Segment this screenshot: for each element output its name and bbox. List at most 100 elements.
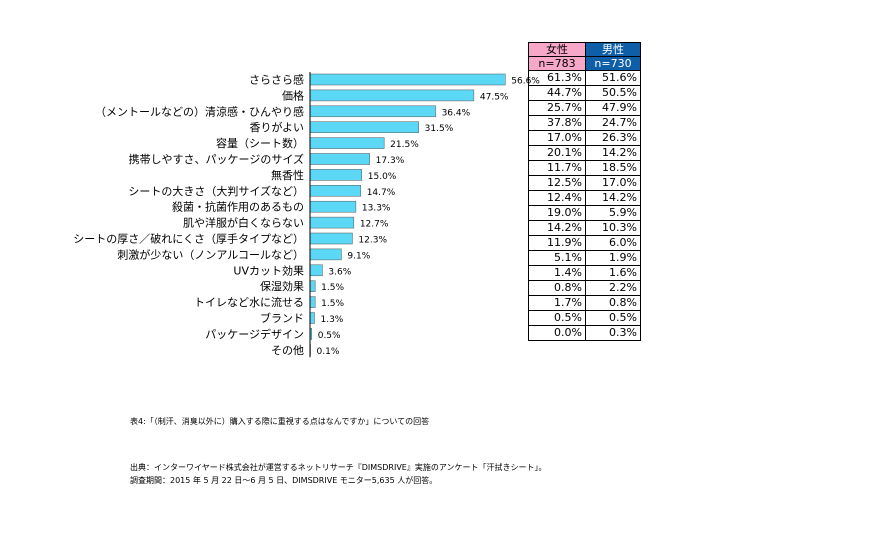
women-value: 37.8%	[528, 115, 586, 131]
table-row: 11.7% 18.5%	[528, 160, 641, 176]
value-label: 0.1%	[317, 347, 340, 357]
men-value: 6.0%	[585, 235, 641, 251]
value-label: 9.1%	[347, 251, 370, 261]
men-value: 47.9%	[585, 100, 641, 116]
men-value: 1.6%	[585, 265, 641, 281]
women-value: 11.7%	[528, 160, 586, 176]
value-label: 12.7%	[360, 220, 389, 230]
value-label: 12.3%	[358, 236, 387, 246]
category-label: 刺激が少ない（ノンアルコールなど）	[117, 247, 304, 261]
men-n: n=730	[585, 56, 641, 71]
women-value: 5.1%	[528, 250, 586, 266]
women-value: 11.9%	[528, 235, 586, 251]
women-value: 19.0%	[528, 205, 586, 221]
men-value: 17.0%	[585, 175, 641, 191]
women-value: 25.7%	[528, 100, 586, 116]
women-n: n=783	[528, 56, 586, 71]
women-value: 0.5%	[528, 310, 586, 326]
value-label: 47.5%	[480, 92, 509, 102]
category-label: 容量（シート数）	[216, 136, 304, 150]
men-value: 26.3%	[585, 130, 641, 146]
bar	[309, 185, 361, 197]
men-value: 0.3%	[585, 325, 641, 341]
value-label: 21.5%	[390, 140, 419, 150]
bar	[309, 216, 355, 229]
table-row: 12.4% 14.2%	[528, 190, 641, 206]
category-label: ブランド	[260, 311, 304, 325]
women-value: 20.1%	[528, 145, 586, 161]
bar	[309, 280, 316, 292]
value-label: 1.3%	[320, 315, 343, 325]
table-body: 61.3% 51.6% 44.7% 50.5% 25.7% 47.9% 37.8% 24.7%…	[528, 70, 641, 341]
value-label: 15.0%	[368, 172, 397, 182]
value-label: 36.4%	[442, 108, 471, 118]
men-value: 18.5%	[585, 160, 641, 176]
category-label: シートの大きさ（大判サイズなど）	[128, 184, 304, 198]
women-value: 0.8%	[528, 280, 586, 296]
category-label: UVカット効果	[233, 263, 304, 277]
table-row: 1.4% 1.6%	[528, 265, 641, 281]
women-value: 17.0%	[528, 130, 586, 146]
men-value: 24.7%	[585, 115, 641, 131]
bar	[309, 264, 323, 277]
women-value: 14.2%	[528, 220, 586, 236]
category-label: 保湿効果	[260, 279, 304, 293]
table-row: 17.0% 26.3%	[528, 130, 641, 146]
comparison-table: 女性 男性 n=783 n=730 61.3% 51.6% 44.7% 50.5% 25…	[528, 42, 641, 341]
men-value: 0.5%	[585, 310, 641, 326]
bar	[309, 89, 475, 102]
bar	[309, 73, 506, 86]
women-value: 0.0%	[528, 325, 586, 341]
women-header: 女性	[528, 42, 586, 57]
table-row: 0.5% 0.5%	[528, 310, 641, 326]
value-label: 1.5%	[321, 299, 344, 309]
bar	[309, 169, 362, 181]
category-label: 香りがよい	[250, 120, 304, 134]
table-row: 1.7% 0.8%	[528, 295, 641, 311]
value-label: 56.6%	[511, 77, 540, 87]
bar	[309, 200, 357, 213]
table-row: 20.1% 14.2%	[528, 145, 641, 161]
bar	[309, 105, 436, 118]
category-label: その他	[271, 344, 304, 357]
category-label: シートの厚さ／破れにくさ（厚手タイプなど）	[73, 232, 304, 246]
value-label: 3.6%	[328, 267, 351, 277]
table-row: 14.2% 10.3%	[528, 220, 641, 236]
table-row: 25.7% 47.9%	[528, 100, 641, 116]
bar	[309, 248, 342, 261]
women-value: 12.5%	[528, 175, 586, 191]
category-label: 価格	[282, 88, 304, 102]
category-label: 肌や洋服が白くならない	[183, 216, 304, 230]
table-row: 19.0% 5.9%	[528, 205, 641, 221]
category-label: パッケージデザイン	[205, 327, 304, 341]
category-label: 殺菌・抗菌作用のあるもの	[172, 200, 304, 214]
table-row: 0.0% 0.3%	[528, 325, 641, 341]
value-label: 1.5%	[321, 283, 344, 293]
period-note: 調査期間：2015 年 5 月 22 日～6 月 5 日、DIMSDRIVE モ…	[130, 476, 438, 485]
table-row: 44.7% 50.5%	[528, 85, 641, 101]
table-row: 61.3% 51.6%	[528, 70, 641, 86]
men-value: 51.6%	[585, 70, 641, 86]
category-label: （メントールなどの）清涼感・ひんやり感	[95, 104, 304, 118]
women-value: 1.7%	[528, 295, 586, 311]
bar	[309, 296, 316, 308]
table-row: 12.5% 17.0%	[528, 175, 641, 191]
table-header-row-label: 女性 男性	[528, 42, 641, 57]
men-value: 1.9%	[585, 250, 641, 266]
men-header: 男性	[585, 42, 641, 57]
men-value: 0.8%	[585, 295, 641, 311]
table-caption: 表4:「（制汗、消臭以外に）購入する際に重視する点はなんですか」についての回答	[130, 417, 430, 426]
table-row: 37.8% 24.7%	[528, 115, 641, 131]
value-labels: 56.6%47.5% 36.4% 31.5% 21.5% 17.3% 15.0% 14.7%…	[317, 77, 541, 357]
value-label: 0.5%	[318, 331, 341, 341]
bar	[309, 121, 419, 133]
table-row: 0.8% 2.2%	[528, 280, 641, 296]
women-value: 1.4%	[528, 265, 586, 281]
women-value: 12.4%	[528, 190, 586, 206]
value-label: 14.7%	[367, 188, 396, 198]
women-value: 61.3%	[528, 70, 586, 86]
men-value: 14.2%	[585, 190, 641, 206]
value-label: 31.5%	[425, 124, 454, 134]
